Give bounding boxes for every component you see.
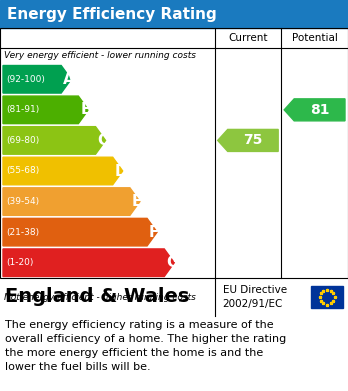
Text: (39-54): (39-54): [6, 197, 39, 206]
Text: B: B: [80, 102, 92, 117]
Polygon shape: [3, 188, 140, 215]
Text: (21-38): (21-38): [6, 228, 39, 237]
Text: Energy Efficiency Rating: Energy Efficiency Rating: [7, 7, 217, 22]
Text: D: D: [115, 163, 127, 179]
Polygon shape: [3, 96, 88, 124]
Text: 75: 75: [243, 133, 263, 147]
Text: 81: 81: [310, 103, 329, 117]
Text: The energy efficiency rating is a measure of the
overall efficiency of a home. T: The energy efficiency rating is a measur…: [5, 319, 286, 371]
Polygon shape: [284, 99, 345, 121]
Text: G: G: [166, 255, 179, 270]
Text: (92-100): (92-100): [6, 75, 45, 84]
Polygon shape: [3, 218, 157, 246]
Polygon shape: [3, 66, 71, 93]
Text: A: A: [63, 72, 75, 87]
Bar: [0, 0, 348, 28]
Text: (69-80): (69-80): [6, 136, 39, 145]
Text: E: E: [132, 194, 142, 209]
Polygon shape: [3, 157, 123, 185]
Text: F: F: [149, 225, 159, 240]
Text: England & Wales: England & Wales: [5, 287, 189, 307]
Text: Potential: Potential: [292, 33, 338, 43]
Bar: [0, 28, 348, 278]
Text: (1-20): (1-20): [6, 258, 33, 267]
Text: (81-91): (81-91): [6, 105, 39, 114]
Bar: [311, 286, 343, 308]
Text: EU Directive
2002/91/EC: EU Directive 2002/91/EC: [223, 285, 287, 308]
Text: (55-68): (55-68): [6, 167, 39, 176]
Text: Current: Current: [228, 33, 268, 43]
Polygon shape: [218, 129, 278, 151]
Text: C: C: [97, 133, 109, 148]
Polygon shape: [3, 249, 174, 276]
Text: Very energy efficient - lower running costs: Very energy efficient - lower running co…: [4, 52, 196, 61]
Text: Not energy efficient - higher running costs: Not energy efficient - higher running co…: [4, 292, 196, 301]
Bar: [0, 278, 348, 316]
Polygon shape: [3, 127, 105, 154]
